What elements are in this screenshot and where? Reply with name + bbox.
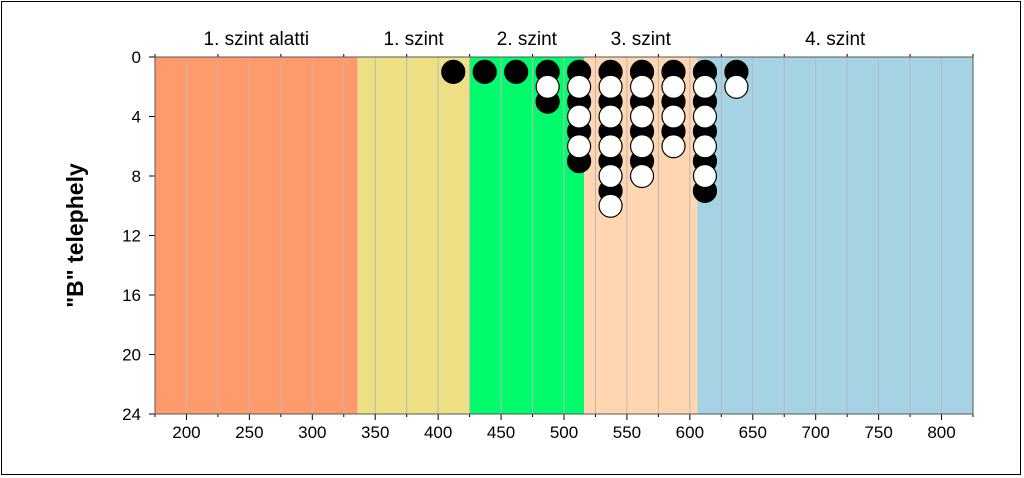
open-point xyxy=(629,134,655,159)
band-layer: 1. szint alatti 1. szint 2. szint 3. szint 4… xyxy=(155,29,973,414)
band-label-5: 4. szint xyxy=(805,29,866,50)
y-tick-label: 24 xyxy=(122,405,141,424)
band-1 xyxy=(155,57,358,414)
open-point xyxy=(724,74,749,99)
x-tick-label: 200 xyxy=(172,423,200,442)
open-point xyxy=(692,163,718,189)
band-label-2: 1. szint xyxy=(384,29,445,50)
y-tick-label: 8 xyxy=(132,167,141,186)
open-point xyxy=(567,74,592,99)
x-tick-label: 700 xyxy=(802,423,830,442)
open-point xyxy=(629,74,655,99)
points-layer xyxy=(441,59,749,218)
open-point xyxy=(598,134,623,159)
open-point xyxy=(598,163,623,189)
open-point xyxy=(567,134,592,159)
band-label-3: 2. szint xyxy=(497,29,558,50)
y-tick-label: 0 xyxy=(132,48,141,67)
x-tick-label: 550 xyxy=(613,423,641,442)
y-tick-label: 16 xyxy=(122,286,141,305)
x-tick-label: 800 xyxy=(927,423,955,442)
tick-layer: 200 250 300 350 400 450 500 550 600 650 700 750 800 0… xyxy=(122,48,974,442)
band-label-4: 3. szint xyxy=(611,29,672,50)
open-point xyxy=(629,104,655,129)
y-tick-label: 4 xyxy=(132,108,141,127)
open-point xyxy=(598,104,623,129)
open-point xyxy=(661,134,686,159)
band-2 xyxy=(357,57,470,414)
band-3 xyxy=(469,57,585,414)
open-point xyxy=(598,193,623,218)
open-point xyxy=(661,74,686,99)
x-tick-label: 450 xyxy=(487,423,515,442)
open-point xyxy=(692,74,718,99)
y-tick-label: 12 xyxy=(122,227,141,246)
open-point xyxy=(535,74,560,99)
x-tick-label: 650 xyxy=(739,423,767,442)
band-label-1: 1. szint alatti xyxy=(204,29,310,50)
band-5 xyxy=(697,57,973,414)
open-point xyxy=(598,74,623,99)
y-axis-label: "B" telephely xyxy=(62,163,88,308)
open-point xyxy=(661,104,686,129)
open-point xyxy=(692,134,718,159)
y-tick-label: 20 xyxy=(122,346,141,365)
open-point xyxy=(692,104,718,129)
x-tick-label: 750 xyxy=(864,423,892,442)
open-point xyxy=(567,104,592,129)
x-tick-label: 300 xyxy=(298,423,326,442)
x-tick-label: 600 xyxy=(676,423,704,442)
x-tick-label: 500 xyxy=(550,423,578,442)
x-tick-label: 250 xyxy=(235,423,263,442)
x-tick-label: 350 xyxy=(361,423,389,442)
filled-point xyxy=(504,59,529,84)
x-tick-label: 400 xyxy=(424,423,452,442)
open-point xyxy=(629,163,655,189)
plot-area xyxy=(154,56,974,415)
grid-layer xyxy=(185,57,943,414)
filled-point xyxy=(441,59,466,84)
filled-point xyxy=(472,59,497,84)
